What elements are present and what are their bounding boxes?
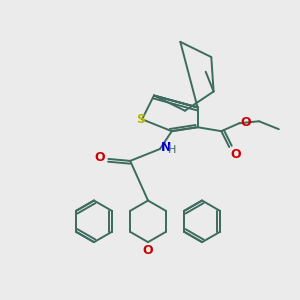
Text: H: H (168, 145, 176, 155)
Text: O: O (230, 148, 241, 161)
Text: N: N (161, 140, 171, 154)
Text: O: O (143, 244, 153, 256)
Text: O: O (240, 116, 251, 129)
Text: O: O (95, 152, 105, 164)
Text: S: S (136, 113, 146, 126)
